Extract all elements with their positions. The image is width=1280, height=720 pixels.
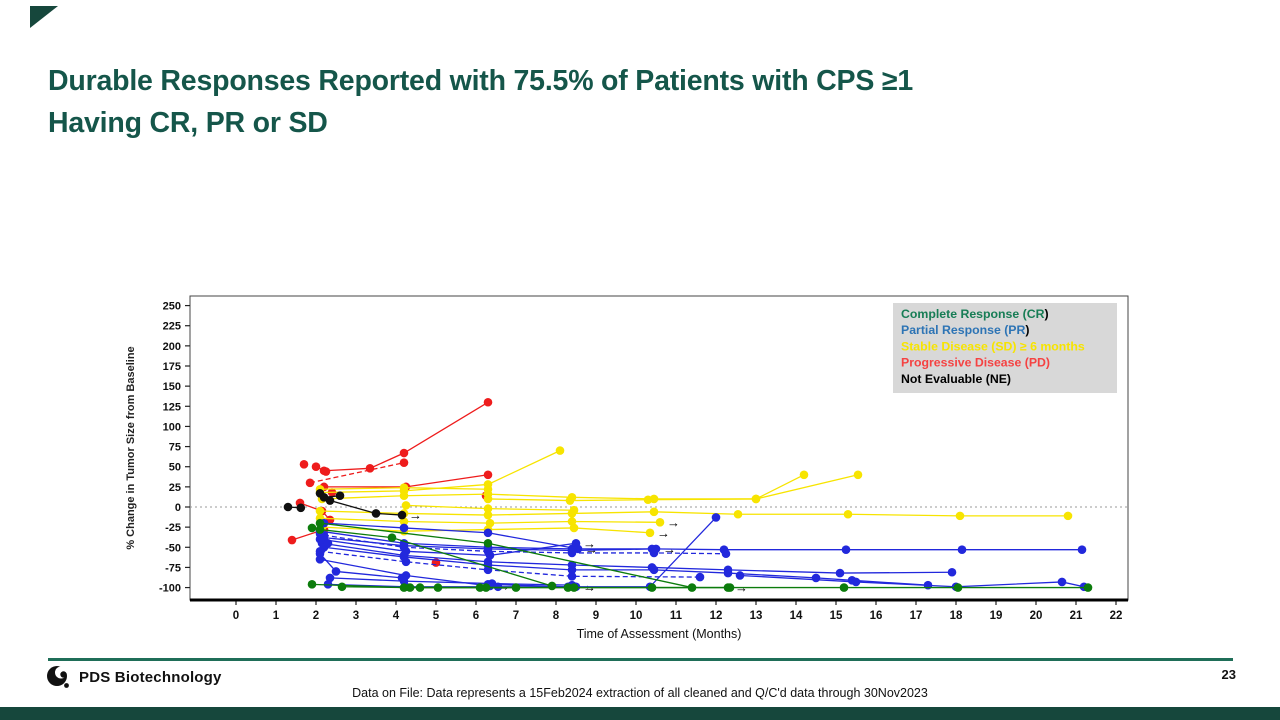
series-SD-4 <box>315 506 1073 521</box>
series-SD-3 <box>483 470 863 505</box>
svg-text:-100: -100 <box>159 583 181 595</box>
y-axis-title: % Change in Tumor Size from Baseline <box>125 346 137 549</box>
series-NE-1 <box>283 502 306 513</box>
svg-text:16: 16 <box>870 610 883 622</box>
svg-text:200: 200 <box>163 341 181 353</box>
svg-text:18: 18 <box>950 610 963 622</box>
corner-accent-triangle <box>30 6 58 28</box>
series-SD-8 <box>401 501 579 515</box>
ongoing-arrow: → <box>583 536 596 551</box>
svg-text:50: 50 <box>169 462 181 474</box>
svg-text:250: 250 <box>163 301 181 313</box>
svg-text:4: 4 <box>393 610 400 622</box>
ongoing-arrow: → <box>409 508 422 523</box>
svg-text:125: 125 <box>163 401 181 413</box>
series-PR-11 <box>315 549 407 583</box>
legend-entry: Partial Response (PR) <box>901 323 1029 337</box>
legend-entry: Complete Response (CR) <box>901 307 1049 321</box>
title-line-1: Durable Responses Reported with 75.5% of… <box>48 65 913 97</box>
svg-text:21: 21 <box>1070 610 1083 622</box>
series-PD-2 <box>305 458 409 488</box>
svg-text:0: 0 <box>233 610 239 622</box>
svg-text:15: 15 <box>830 610 843 622</box>
svg-text:6: 6 <box>473 610 479 622</box>
series-PR-14: → <box>319 533 676 556</box>
x-axis: 0 1 2 3 4 5 6 7 8 9 10 11 12 13 14 15 16 17 18 19 20 21 22 <box>233 600 1123 622</box>
svg-text:2: 2 <box>313 610 319 622</box>
x-axis-title: Time of Assessment (Months) <box>577 627 742 641</box>
ongoing-arrow: → <box>667 515 680 530</box>
ongoing-arrow: → <box>663 541 676 556</box>
series-PD-4 <box>311 462 331 476</box>
series-CR-6 <box>307 523 317 533</box>
series-CR-5 <box>415 583 521 592</box>
svg-text:10: 10 <box>630 610 643 622</box>
svg-text:9: 9 <box>593 610 599 622</box>
svg-text:75: 75 <box>169 442 181 454</box>
svg-text:19: 19 <box>990 610 1003 622</box>
pds-logo-icon <box>47 666 69 688</box>
svg-text:-50: -50 <box>165 542 181 554</box>
svg-text:25: 25 <box>169 482 181 494</box>
title-line-2: Having CR, PR or SD <box>48 107 328 140</box>
svg-text:7: 7 <box>513 610 519 622</box>
svg-text:14: 14 <box>790 610 803 622</box>
spider-plot: 2502252001751501251007550250-25-50-75-10… <box>125 295 1129 641</box>
svg-text:17: 17 <box>910 610 923 622</box>
ongoing-arrow: → <box>585 541 598 556</box>
page-number: 23 <box>1221 667 1236 682</box>
svg-text:3: 3 <box>353 610 359 622</box>
logo-text: PDS Biotechnology <box>79 668 222 686</box>
series-PR-12: → <box>323 579 596 594</box>
svg-text:8: 8 <box>553 610 560 622</box>
ongoing-arrow: → <box>583 579 596 594</box>
svg-text:175: 175 <box>163 361 181 373</box>
footnote: Data on File: Data represents a 15Feb202… <box>352 686 928 700</box>
legend-entry: Not Evaluable (NE) <box>901 372 1011 386</box>
series-CR-4 <box>315 518 697 592</box>
company-logo: PDS Biotechnology <box>46 664 222 690</box>
svg-text:-75: -75 <box>165 562 181 574</box>
svg-text:-25: -25 <box>165 522 181 534</box>
series-NE-3 <box>319 491 345 502</box>
y-axis: 2502252001751501251007550250-25-50-75-10… <box>159 301 190 595</box>
svg-text:100: 100 <box>163 421 181 433</box>
svg-text:11: 11 <box>670 610 683 622</box>
svg-text:12: 12 <box>710 610 723 622</box>
series-PD-5 <box>299 459 309 469</box>
spider-plot-container: 250 225 200 175 150 125 100 75 50 25 0 -25 -50 -75 -10… <box>120 285 1140 645</box>
svg-text:0: 0 <box>175 502 181 514</box>
ongoing-arrow: → <box>657 525 670 540</box>
legend: Complete Response (CR) Partial Response (… <box>893 303 1117 393</box>
svg-text:5: 5 <box>433 610 440 622</box>
svg-text:1: 1 <box>273 610 280 622</box>
page-title: Durable Responses Reported with 75.5% of… <box>48 60 1208 144</box>
footer-divider <box>48 658 1233 661</box>
legend-entry: Progressive Disease (PD) <box>901 356 1050 370</box>
svg-text:225: 225 <box>163 321 181 333</box>
svg-text:13: 13 <box>750 610 763 622</box>
bottom-accent-bar <box>0 707 1280 720</box>
series-CR-3 <box>315 525 557 591</box>
svg-text:150: 150 <box>163 381 181 393</box>
svg-text:22: 22 <box>1110 610 1123 622</box>
svg-text:20: 20 <box>1030 610 1043 622</box>
legend-entry: Stable Disease (SD) ≥ 6 months <box>901 339 1085 353</box>
ongoing-arrow: → <box>579 578 592 593</box>
